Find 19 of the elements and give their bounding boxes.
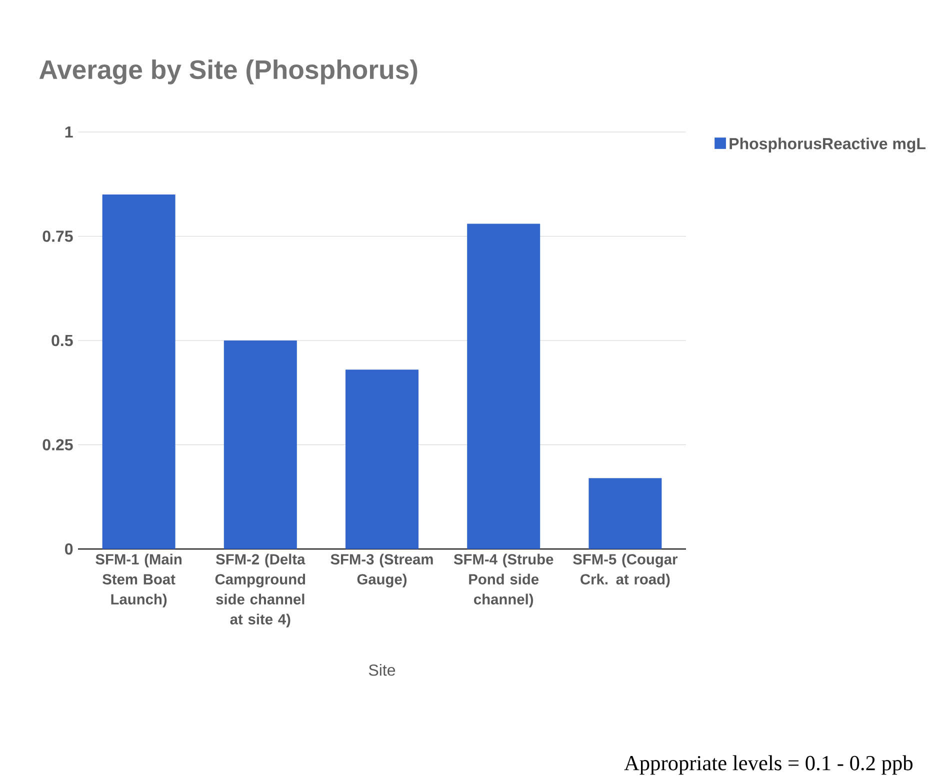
x-axis-title: Site bbox=[368, 664, 396, 676]
legend-label: PhosphorusReactive mgL bbox=[730, 138, 926, 153]
y-tick-label: 0.25 bbox=[42, 439, 73, 450]
x-tick-label: SFM-4 (Strube Pond side channel) bbox=[454, 554, 554, 608]
bar bbox=[102, 194, 176, 549]
y-tick-label: 0 bbox=[65, 543, 73, 555]
x-tick-label: SFM-5 (Cougar Crk. at road) bbox=[573, 554, 678, 588]
bar bbox=[588, 478, 662, 549]
text: Appropriate levels = 0.1 - 0.2 ppb bbox=[624, 755, 912, 775]
y-tick-label: 1 bbox=[65, 126, 73, 138]
x-tick-label: SFM-3 (Stream Gauge) bbox=[330, 554, 433, 588]
y-tick-label: 0.5 bbox=[52, 334, 73, 346]
chart-title: Average by Site (Phosphorus) bbox=[39, 60, 418, 84]
bar bbox=[467, 224, 540, 549]
bar bbox=[346, 370, 418, 549]
x-tick-label: SFM-1 (Main Stem Boat Launch) bbox=[96, 554, 182, 608]
x-tick-label: SFM-2 (Delta Campground side channel at site 4) bbox=[215, 554, 306, 628]
y-tick-label: 0.75 bbox=[42, 230, 73, 242]
bar bbox=[224, 340, 297, 549]
